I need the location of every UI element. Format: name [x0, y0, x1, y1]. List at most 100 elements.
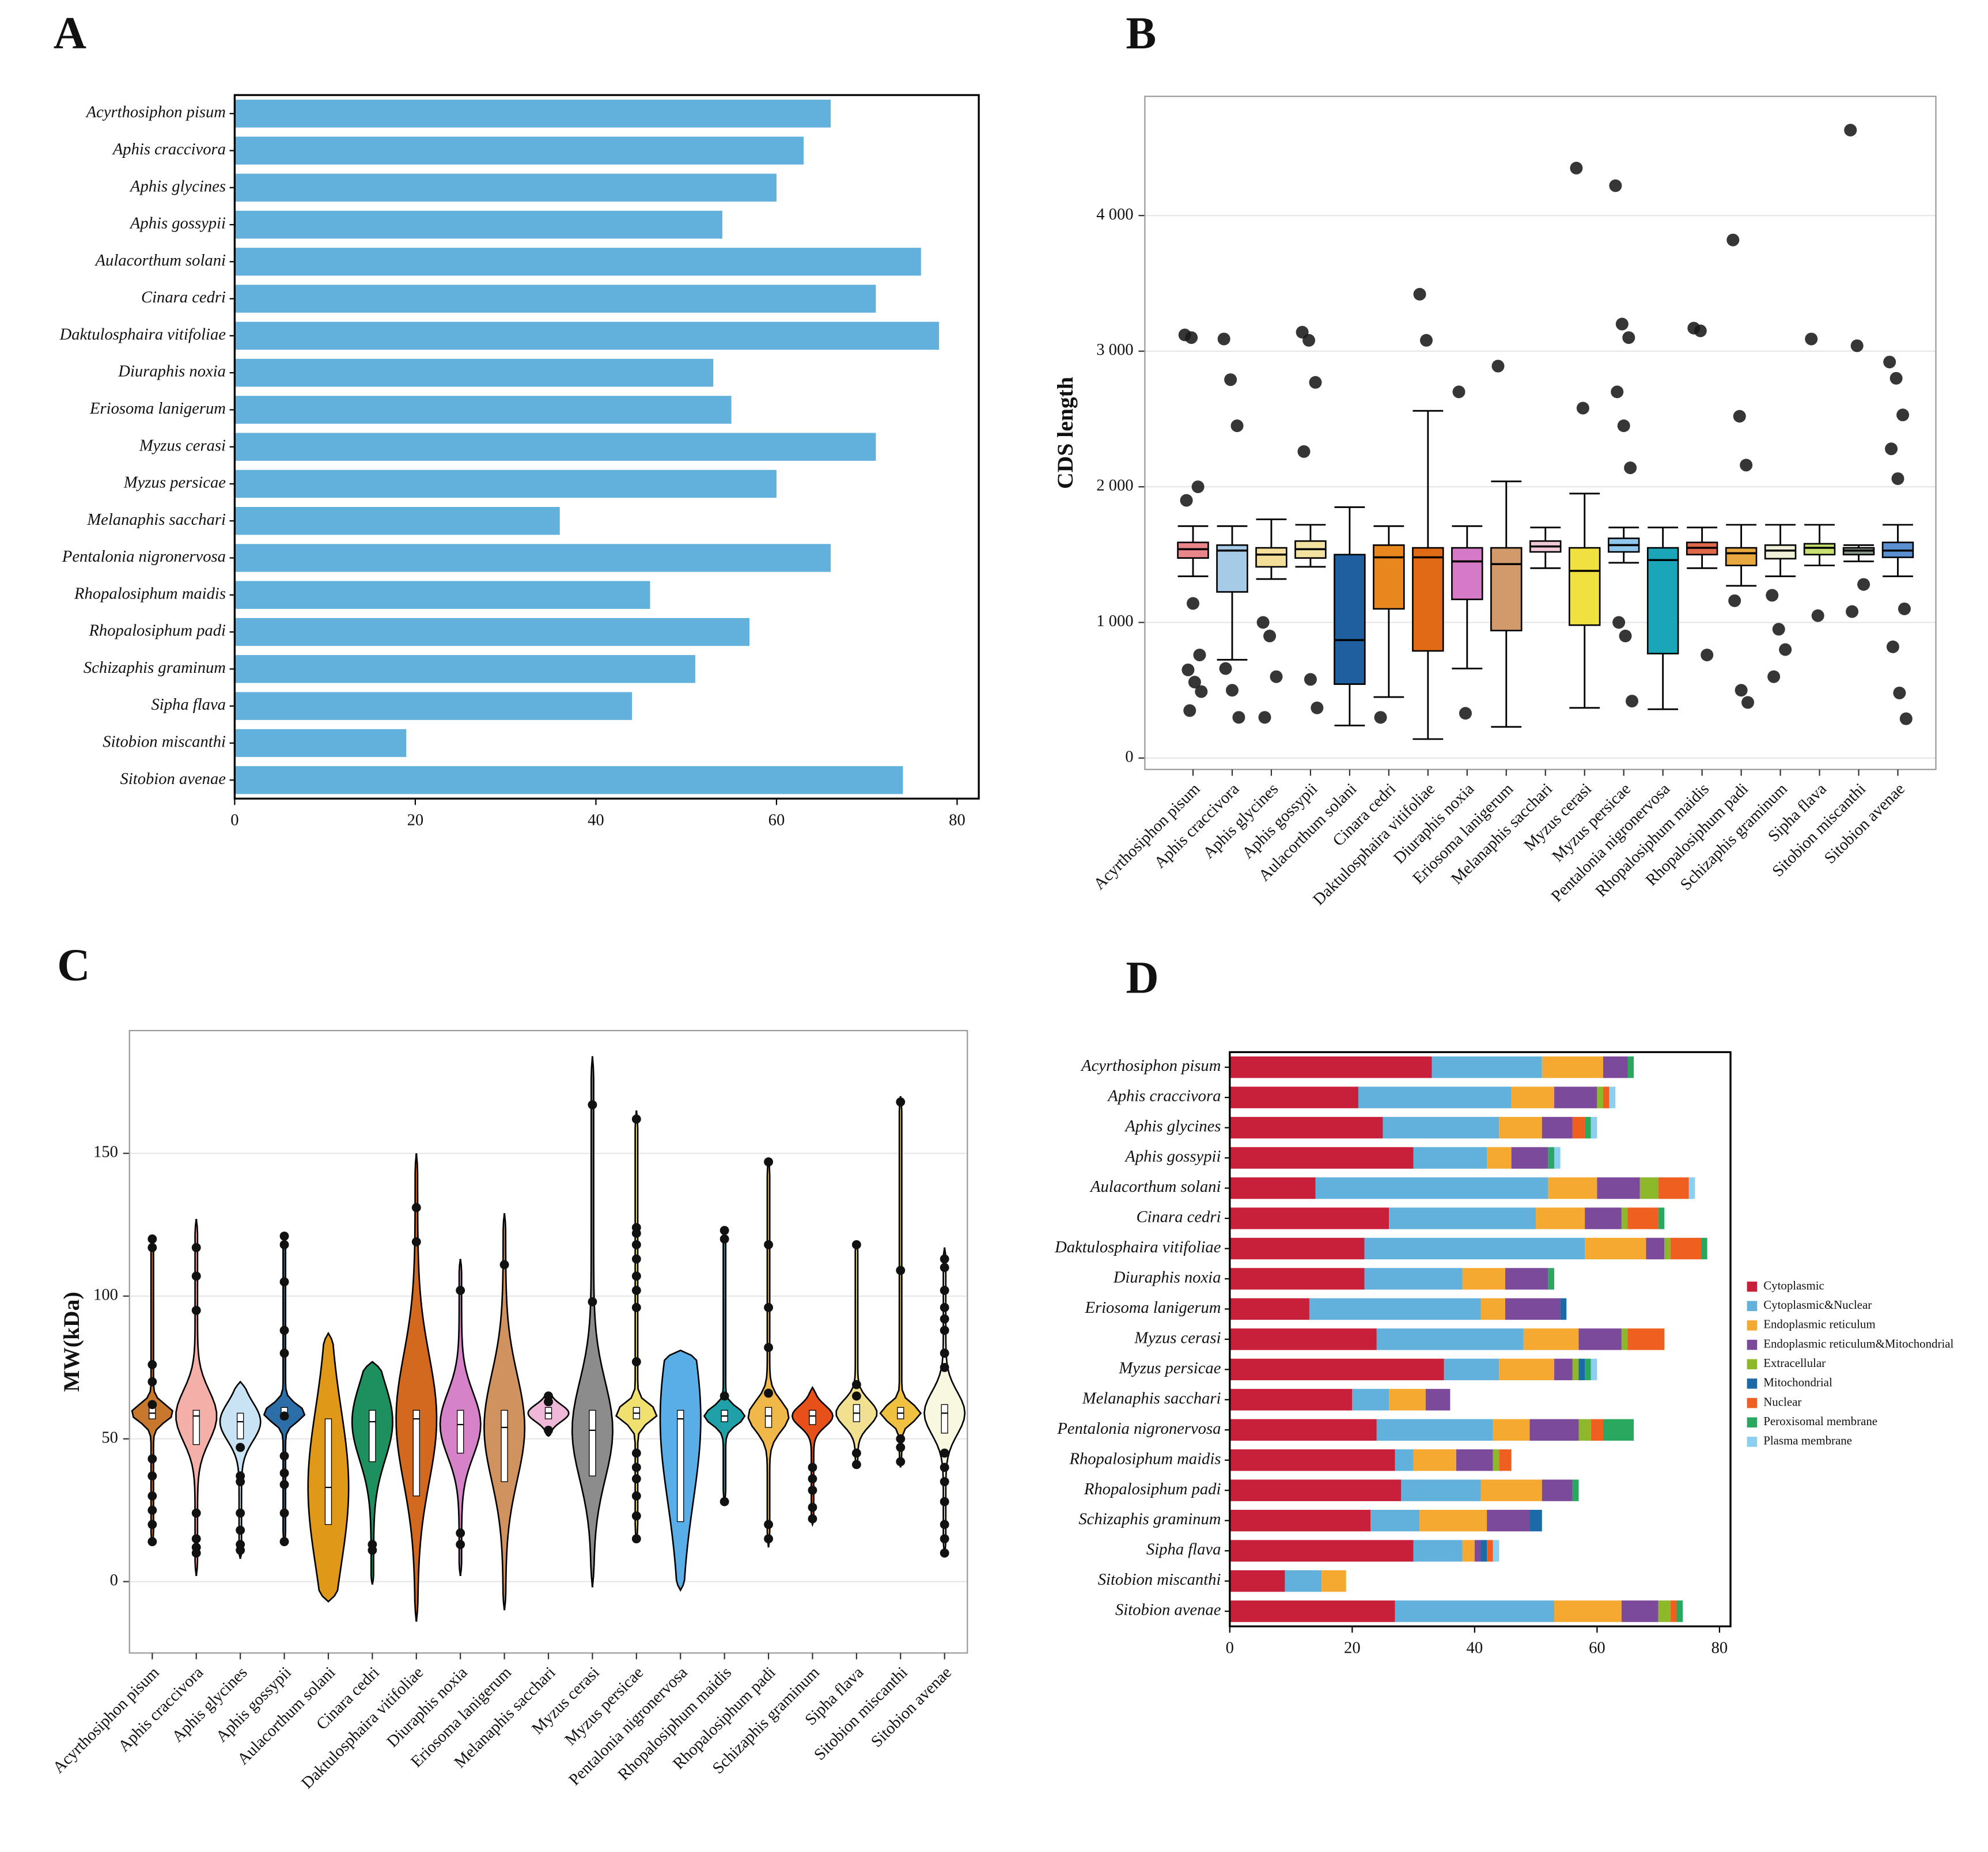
data-point: [940, 1314, 949, 1324]
outlier-point: [1893, 686, 1906, 699]
bar-segment: [1499, 1358, 1554, 1381]
inner-box: [369, 1410, 376, 1463]
data-point: [456, 1286, 465, 1295]
bar-segment: [1413, 1147, 1487, 1169]
y-tick-label: 50: [101, 1429, 118, 1446]
data-point: [851, 1448, 861, 1458]
outlier-point: [1625, 695, 1638, 708]
bar-segment: [1370, 1509, 1420, 1532]
bar-segment: [1621, 1207, 1628, 1229]
bar-segment: [1554, 1147, 1561, 1169]
outlier-point: [1270, 670, 1283, 683]
data-point: [499, 1260, 509, 1270]
data-point: [191, 1508, 201, 1518]
legend-label: Cytoplasmic: [1763, 1278, 1824, 1292]
bar-segment: [1542, 1116, 1573, 1139]
outlier-point: [1846, 605, 1859, 618]
outlier-point: [1225, 684, 1239, 697]
legend-swatch: [1747, 1417, 1758, 1428]
data-point: [851, 1240, 861, 1249]
bar-segment: [1597, 1177, 1640, 1199]
outlier-point: [1889, 372, 1903, 385]
outlier-point: [1885, 442, 1898, 456]
bar-segment: [1456, 1449, 1493, 1471]
bar-segment: [1591, 1116, 1597, 1139]
data-point: [279, 1325, 289, 1335]
outlier-point: [1302, 334, 1316, 347]
bar-segment: [1493, 1449, 1499, 1471]
bar-segment: [1542, 1479, 1573, 1501]
outlier-point: [1311, 701, 1324, 714]
data-point: [764, 1520, 773, 1529]
bar: [234, 210, 722, 239]
outlier-point: [1733, 410, 1746, 423]
bar-segment: [1548, 1147, 1554, 1169]
outlier-point: [1374, 711, 1387, 724]
bar-segment: [1688, 1177, 1695, 1199]
bar-segment: [1229, 1600, 1395, 1622]
bar-segment: [1591, 1419, 1603, 1441]
inner-box: [192, 1410, 200, 1445]
y-tick-label: Daktulosphaira vitifoliae: [59, 325, 226, 343]
y-tick-label: Rhopalosiphum maidis: [1069, 1450, 1221, 1468]
bar-segment: [1309, 1298, 1481, 1320]
bar-segment: [1413, 1449, 1456, 1471]
data-point: [631, 1474, 641, 1484]
y-tick-label: Eriosoma lanigerum: [1084, 1299, 1221, 1317]
inner-box: [501, 1410, 508, 1482]
outlier-point: [1180, 494, 1193, 507]
bar: [234, 137, 804, 165]
y-tick-label: 0: [110, 1571, 118, 1589]
bar-segment: [1229, 1177, 1316, 1199]
data-point: [368, 1546, 377, 1555]
x-tick-label: 0: [230, 812, 238, 830]
data-point: [147, 1491, 157, 1501]
outlier-point: [1309, 376, 1322, 389]
y-tick-label: Diuraphis noxia: [1113, 1269, 1221, 1287]
bar-segment: [1229, 1328, 1377, 1350]
bar-segment: [1487, 1540, 1493, 1562]
bar-segment: [1529, 1509, 1542, 1532]
data-point: [147, 1400, 157, 1410]
violin: [219, 1380, 262, 1559]
bar-segment: [1511, 1147, 1548, 1169]
bar-segment: [1578, 1358, 1585, 1381]
x-tick-label: 20: [1344, 1639, 1361, 1657]
bar-segment: [1229, 1479, 1402, 1501]
bar-segment: [1578, 1328, 1622, 1350]
data-point: [720, 1226, 729, 1235]
bar-segment: [1548, 1177, 1597, 1199]
legend-swatch: [1747, 1437, 1758, 1447]
bar-segment: [1474, 1540, 1481, 1562]
y-tick-label: Melanaphis sacchari: [1082, 1389, 1221, 1407]
bar-segment: [1229, 1570, 1285, 1592]
outlier-point: [1694, 324, 1707, 338]
inner-box: [809, 1410, 816, 1425]
bar-segment: [1548, 1268, 1554, 1290]
bar-segment: [1419, 1509, 1487, 1532]
data-point: [588, 1100, 597, 1109]
data-point: [279, 1240, 289, 1249]
bar-segment: [1676, 1600, 1683, 1622]
box: [1216, 544, 1248, 593]
outlier-point: [1622, 331, 1635, 344]
inner-box: [457, 1410, 464, 1454]
bar-segment: [1383, 1116, 1499, 1139]
bar-segment: [1572, 1358, 1579, 1381]
box: [1725, 547, 1758, 566]
data-point: [147, 1377, 157, 1387]
bar-segment: [1499, 1449, 1512, 1471]
y-tick-label: Myzus cerasi: [139, 437, 226, 455]
data-point: [631, 1463, 641, 1472]
bar-segment: [1493, 1419, 1530, 1441]
outlier-point: [1576, 402, 1589, 415]
data-point: [279, 1411, 289, 1421]
bar: [234, 99, 831, 128]
data-point: [764, 1343, 773, 1353]
bar-segment: [1572, 1116, 1585, 1139]
violin: [571, 1056, 614, 1588]
box: [1451, 547, 1483, 600]
bar-segment: [1229, 1056, 1432, 1078]
